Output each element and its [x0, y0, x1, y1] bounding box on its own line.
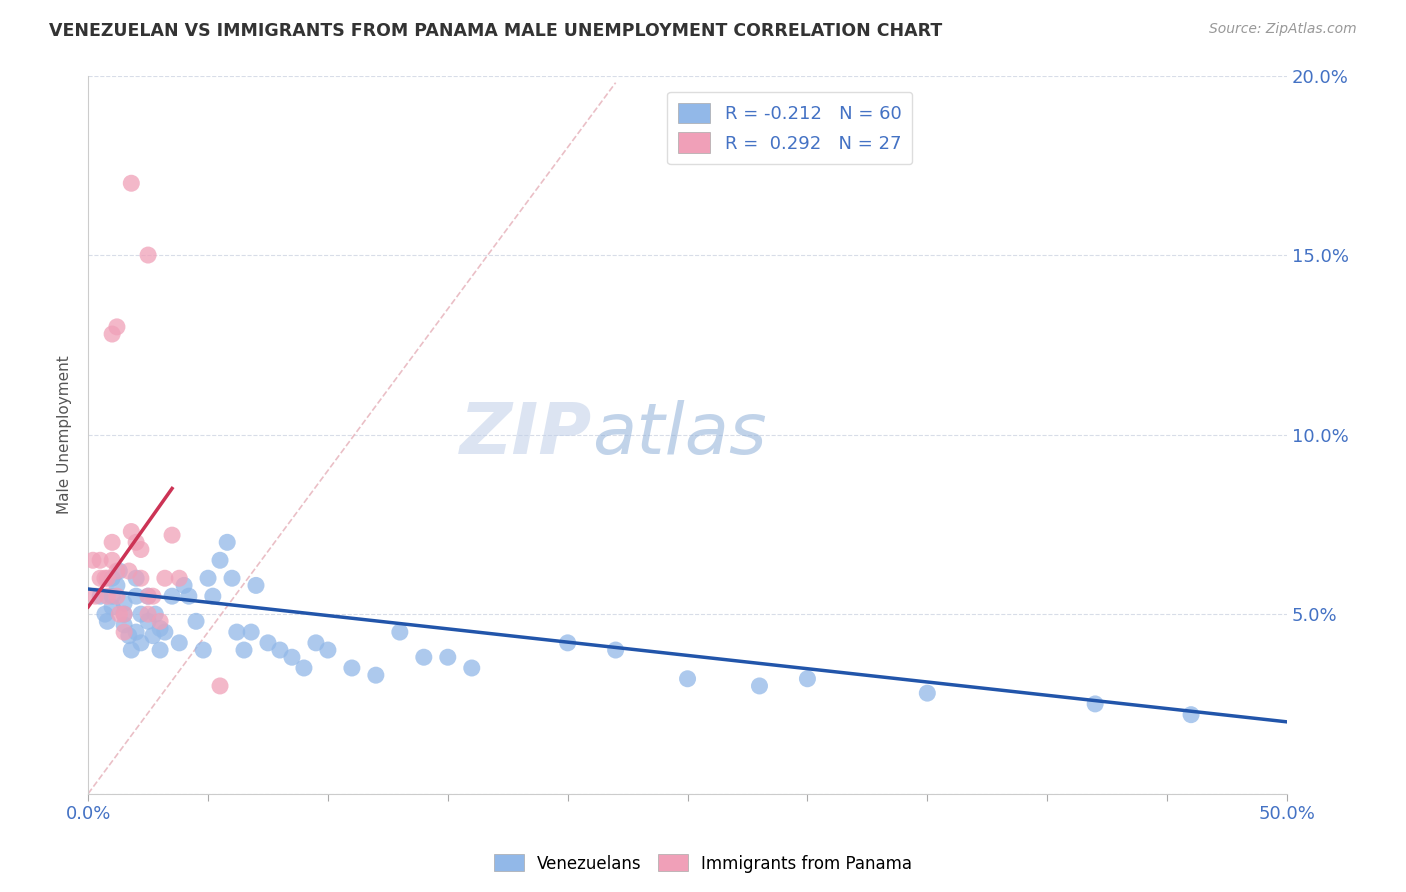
Point — [167, 571, 190, 585]
Point — [160, 589, 183, 603]
Point — [388, 625, 411, 640]
Text: VENEZUELAN VS IMMIGRANTS FROM PANAMA MALE UNEMPLOYMENT CORRELATION CHART: VENEZUELAN VS IMMIGRANTS FROM PANAMA MAL… — [49, 22, 942, 40]
Point — [281, 650, 304, 665]
Point — [96, 615, 118, 629]
Point — [129, 607, 152, 621]
Point — [94, 571, 117, 585]
Point — [101, 571, 124, 585]
Point — [82, 553, 104, 567]
Point — [257, 636, 280, 650]
Point — [676, 672, 699, 686]
Point — [136, 589, 159, 603]
Point — [108, 607, 131, 621]
Point — [101, 535, 124, 549]
Point — [101, 327, 124, 342]
Point — [1084, 697, 1107, 711]
Point — [316, 643, 339, 657]
Text: Source: ZipAtlas.com: Source: ZipAtlas.com — [1209, 22, 1357, 37]
Point — [143, 607, 166, 621]
Point — [112, 625, 135, 640]
Point — [292, 661, 315, 675]
Point — [120, 643, 142, 657]
Point — [125, 535, 148, 549]
Point — [208, 679, 231, 693]
Point — [557, 636, 579, 650]
Point — [217, 535, 239, 549]
Point — [149, 622, 172, 636]
Point — [748, 679, 770, 693]
Point — [605, 643, 627, 657]
Point — [208, 553, 231, 567]
Point — [112, 596, 135, 610]
Point — [153, 625, 176, 640]
Legend: Venezuelans, Immigrants from Panama: Venezuelans, Immigrants from Panama — [486, 847, 920, 880]
Point — [197, 571, 219, 585]
Point — [94, 607, 117, 621]
Point — [89, 589, 111, 603]
Point — [89, 553, 111, 567]
Point — [96, 571, 118, 585]
Point — [118, 629, 141, 643]
Point — [149, 615, 172, 629]
Text: atlas: atlas — [592, 401, 766, 469]
Point — [136, 607, 159, 621]
Point — [125, 625, 148, 640]
Point — [184, 615, 207, 629]
Point — [120, 524, 142, 539]
Point — [201, 589, 224, 603]
Point — [412, 650, 434, 665]
Point — [136, 589, 159, 603]
Point — [160, 528, 183, 542]
Point — [120, 176, 142, 190]
Text: ZIP: ZIP — [460, 401, 592, 469]
Y-axis label: Male Unemployment: Male Unemployment — [58, 355, 72, 514]
Point — [129, 571, 152, 585]
Point — [84, 589, 107, 603]
Point — [167, 636, 190, 650]
Point — [340, 661, 363, 675]
Point — [101, 553, 124, 567]
Point — [193, 643, 215, 657]
Point — [136, 615, 159, 629]
Point — [225, 625, 247, 640]
Point — [101, 589, 124, 603]
Point — [245, 578, 267, 592]
Point — [125, 571, 148, 585]
Point — [149, 643, 172, 657]
Point — [364, 668, 387, 682]
Point — [105, 564, 128, 578]
Point — [436, 650, 458, 665]
Point — [142, 589, 165, 603]
Point — [221, 571, 243, 585]
Point — [461, 661, 484, 675]
Point — [173, 578, 195, 592]
Point — [129, 636, 152, 650]
Point — [1180, 707, 1202, 722]
Point — [240, 625, 263, 640]
Point — [796, 672, 818, 686]
Point — [118, 564, 141, 578]
Point — [129, 542, 152, 557]
Point — [917, 686, 939, 700]
Point — [305, 636, 328, 650]
Point — [136, 248, 159, 262]
Point — [112, 607, 135, 621]
Point — [142, 629, 165, 643]
Point — [105, 589, 128, 603]
Point — [89, 571, 111, 585]
Point — [112, 607, 135, 621]
Point — [112, 618, 135, 632]
Legend: R = -0.212   N = 60, R =  0.292   N = 27: R = -0.212 N = 60, R = 0.292 N = 27 — [666, 92, 912, 164]
Point — [125, 589, 148, 603]
Point — [153, 571, 176, 585]
Point — [233, 643, 256, 657]
Point — [101, 599, 124, 614]
Point — [105, 319, 128, 334]
Point — [269, 643, 291, 657]
Point — [96, 589, 118, 603]
Point — [105, 578, 128, 592]
Point — [177, 589, 200, 603]
Point — [108, 564, 131, 578]
